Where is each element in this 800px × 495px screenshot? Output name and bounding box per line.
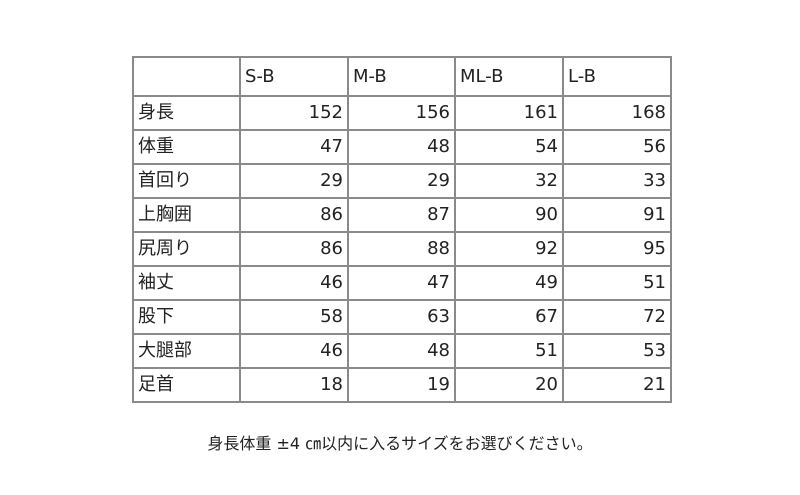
- table-cell: 90: [454, 197, 564, 233]
- table-row: 首回り 29 29 32 33: [132, 163, 672, 199]
- table-cell: 48: [347, 333, 456, 369]
- table-cell: 49: [454, 265, 564, 301]
- table-cell: 87: [347, 197, 456, 233]
- table-cell: 18: [239, 367, 349, 403]
- column-header: L-B: [562, 56, 672, 97]
- table-cell: 63: [347, 299, 456, 335]
- table-cell: 21: [562, 367, 672, 403]
- table-cell: 33: [562, 163, 672, 199]
- table-cell: 47: [347, 265, 456, 301]
- table-cell: 168: [562, 95, 672, 131]
- table-row: 上胸囲 86 87 90 91: [132, 197, 672, 233]
- row-label: 足首: [132, 367, 241, 403]
- table-row: 身長 152 156 161 168: [132, 95, 672, 131]
- table-row: 大腿部 46 48 51 53: [132, 333, 672, 369]
- table-cell: 56: [562, 129, 672, 165]
- table-cell: 88: [347, 231, 456, 267]
- row-label: 大腿部: [132, 333, 241, 369]
- table-cell: 53: [562, 333, 672, 369]
- table-cell: 51: [562, 265, 672, 301]
- table-cell: 92: [454, 231, 564, 267]
- table-cell: 156: [347, 95, 456, 131]
- row-label: 首回り: [132, 163, 241, 199]
- row-label: 体重: [132, 129, 241, 165]
- column-header: S-B: [239, 56, 349, 97]
- table-row: 袖丈 46 47 49 51: [132, 265, 672, 301]
- size-table: S-B M-B ML-B L-B 身長 152 156 161 168 体重 47 48 54 56 首回り…: [132, 56, 672, 403]
- row-label: 尻周り: [132, 231, 241, 267]
- table-cell: 72: [562, 299, 672, 335]
- table-cell: 29: [239, 163, 349, 199]
- table-cell: 91: [562, 197, 672, 233]
- table-cell: 46: [239, 265, 349, 301]
- row-label: 袖丈: [132, 265, 241, 301]
- table-cell: 46: [239, 333, 349, 369]
- table-row: 尻周り 86 88 92 95: [132, 231, 672, 267]
- table-cell: 19: [347, 367, 456, 403]
- row-label: 身長: [132, 95, 241, 131]
- table-cell: 95: [562, 231, 672, 267]
- header-row: S-B M-B ML-B L-B: [132, 56, 672, 97]
- size-note: 身長体重 ±4 ㎝以内に入るサイズをお選びください。: [207, 434, 593, 453]
- row-label: 股下: [132, 299, 241, 335]
- table-cell: 86: [239, 231, 349, 267]
- table-cell: 54: [454, 129, 564, 165]
- column-header: M-B: [347, 56, 456, 97]
- table-cell: 58: [239, 299, 349, 335]
- table-row: 股下 58 63 67 72: [132, 299, 672, 335]
- table-cell: 20: [454, 367, 564, 403]
- corner-cell: [132, 56, 241, 97]
- row-label: 上胸囲: [132, 197, 241, 233]
- column-header: ML-B: [454, 56, 564, 97]
- table-row: 体重 47 48 54 56: [132, 129, 672, 165]
- table-cell: 86: [239, 197, 349, 233]
- table-cell: 47: [239, 129, 349, 165]
- table-cell: 67: [454, 299, 564, 335]
- table-row: 足首 18 19 20 21: [132, 367, 672, 403]
- table-cell: 51: [454, 333, 564, 369]
- table-cell: 29: [347, 163, 456, 199]
- table-cell: 48: [347, 129, 456, 165]
- table-cell: 161: [454, 95, 564, 131]
- table-cell: 152: [239, 95, 349, 131]
- table-cell: 32: [454, 163, 564, 199]
